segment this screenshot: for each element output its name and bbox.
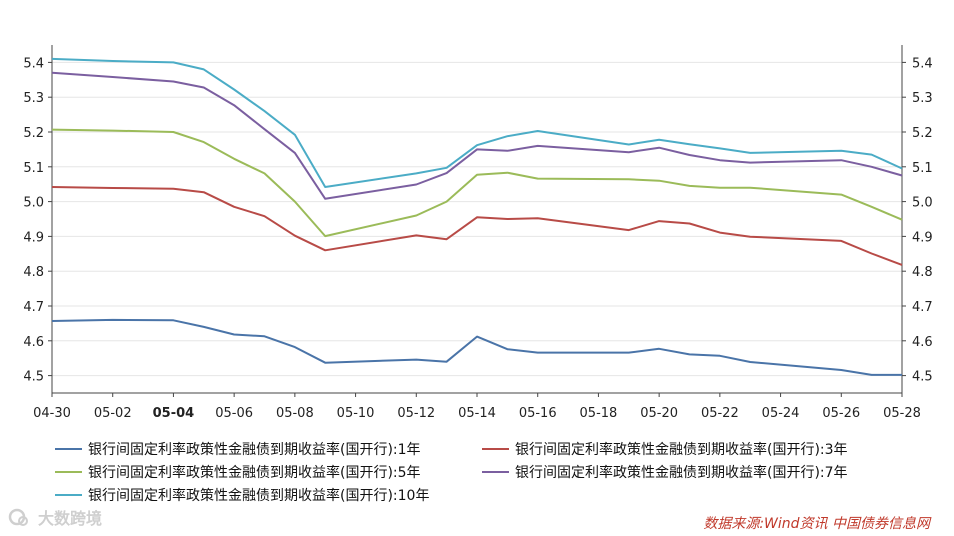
legend-label: 银行间固定利率政策性金融债到期收益率(国开行):7年 (515, 464, 848, 481)
y-tick-label-right: 4.9 (912, 230, 933, 245)
y-tick-label-right: 4.5 (912, 370, 933, 385)
x-tick-label: 05-10 (337, 406, 375, 421)
watermark-logo-icon-inner (18, 516, 28, 526)
left-y-tick-labels: 4.5 4.6 4.7 4.8 4.9 5.0 5.1 5.2 5.3 5.4 (23, 56, 52, 385)
data-source: 数据来源:Wind资讯 中国债券信息网 (703, 516, 932, 532)
y-tick-label-left: 4.8 (23, 265, 44, 280)
y-tick-label-left: 5.4 (23, 56, 44, 71)
watermark: 大数跨境 (8, 508, 102, 528)
x-tick-label: 05-16 (519, 406, 557, 421)
y-tick-label-left: 5.3 (23, 91, 44, 106)
x-tick-label: 05-06 (215, 406, 253, 421)
series-line-4 (51, 71, 903, 200)
legend-label: 银行间固定利率政策性金融债到期收益率(国开行):5年 (88, 464, 421, 481)
gridlines (52, 61, 902, 377)
y-tick-label-right: 5.1 (912, 161, 933, 176)
x-tick-label: 05-20 (640, 406, 678, 421)
watermark-text: 大数跨境 (38, 509, 102, 528)
series-line-5 (51, 57, 903, 188)
legend-label: 银行间固定利率政策性金融债到期收益率(国开行):3年 (515, 441, 848, 458)
x-tick-label: 05-28 (883, 406, 921, 421)
y-tick-label-left: 4.6 (23, 335, 44, 350)
y-tick-label-left: 4.5 (23, 370, 44, 385)
y-tick-label-right: 5.2 (912, 126, 933, 141)
y-tick-label-right: 5.3 (912, 91, 933, 106)
series-line-2 (51, 186, 903, 266)
series-lines (51, 57, 903, 376)
y-tick-label-left: 5.0 (23, 196, 44, 211)
x-tick-label: 05-24 (762, 406, 800, 421)
y-tick-label-right: 5.4 (912, 56, 933, 71)
x-tick-label: 05-14 (458, 406, 496, 421)
x-tick-label: 05-18 (580, 406, 618, 421)
x-tick-label: 05-08 (276, 406, 314, 421)
y-tick-label-left: 4.7 (23, 300, 44, 315)
y-tick-label-left: 4.9 (23, 230, 44, 245)
x-tick-label: 05-02 (94, 406, 132, 421)
legend-label: 银行间固定利率政策性金融债到期收益率(国开行):1年 (88, 441, 421, 458)
series-line-3 (51, 128, 903, 238)
x-tick-label: 05-04 (153, 406, 195, 421)
x-tick-labels: 04-30 05-02 05-04 05-06 05-08 05-10 05-12 05-14… (33, 393, 921, 421)
y-tick-label-right: 4.7 (912, 300, 933, 315)
legend-label: 银行间固定利率政策性金融债到期收益率(国开行):10年 (88, 487, 429, 504)
x-tick-label: 05-26 (822, 406, 860, 421)
right-y-tick-labels: 4.5 4.6 4.7 4.8 4.9 5.0 5.1 5.2 5.3 5.4 (902, 56, 933, 385)
y-tick-label-right: 5.0 (912, 196, 933, 211)
series-line-1 (51, 318, 902, 376)
x-tick-label: 05-12 (397, 406, 435, 421)
x-tick-label: 05-22 (701, 406, 739, 421)
y-tick-label-right: 4.6 (912, 335, 933, 350)
legend: 银行间固定利率政策性金融债到期收益率(国开行):1年 银行间固定利率政策性金融债到… (55, 441, 848, 504)
x-tick-label: 04-30 (33, 406, 71, 421)
y-tick-label-left: 5.1 (23, 161, 44, 176)
y-tick-label-right: 4.8 (912, 265, 933, 280)
y-tick-label-left: 5.2 (23, 126, 44, 141)
